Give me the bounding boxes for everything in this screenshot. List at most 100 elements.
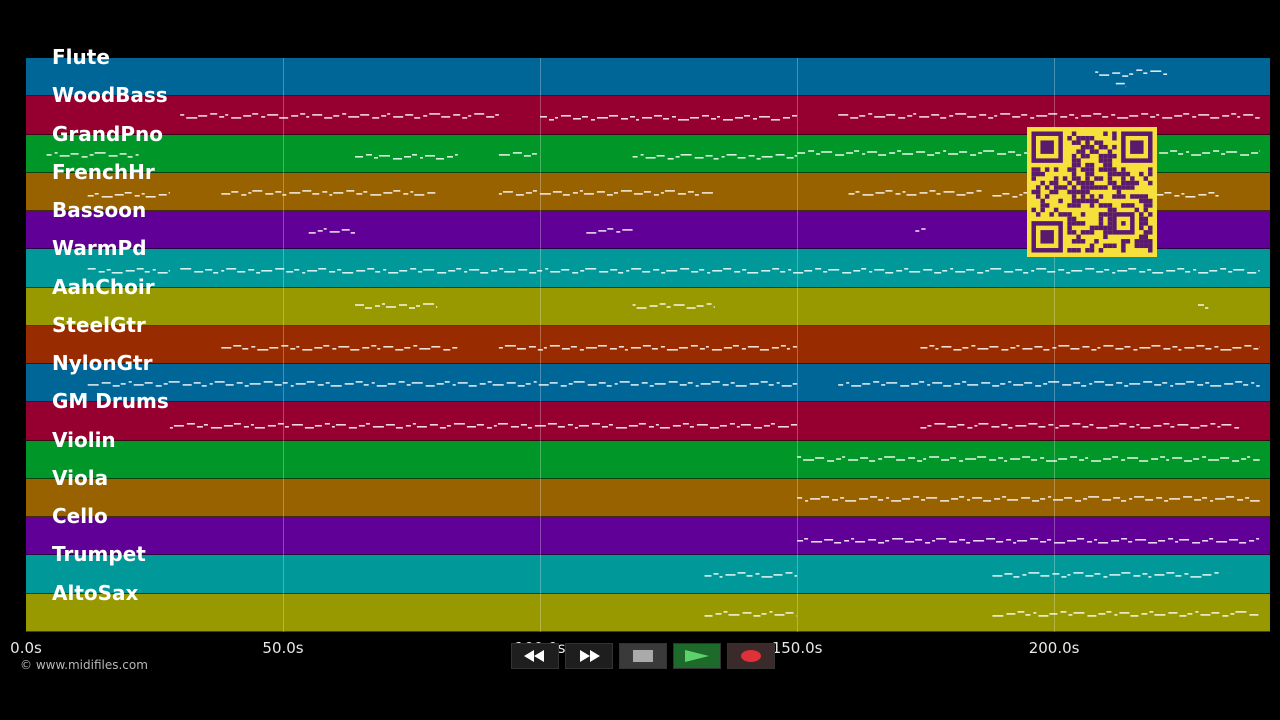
note (1168, 538, 1174, 540)
note (1129, 73, 1134, 75)
note (934, 423, 946, 425)
note (429, 424, 438, 426)
note (769, 610, 773, 613)
note (682, 423, 689, 425)
note-lane (1095, 69, 1168, 88)
note (821, 150, 833, 153)
note (393, 116, 404, 118)
track-row[interactable] (26, 440, 1270, 479)
note (988, 117, 994, 119)
note (1104, 269, 1110, 271)
note (1220, 348, 1232, 351)
note (1111, 114, 1116, 116)
note (1085, 456, 1089, 459)
note (642, 117, 652, 119)
note (1162, 117, 1173, 119)
note (610, 269, 618, 271)
note (932, 540, 936, 542)
note (614, 383, 618, 385)
note (395, 427, 403, 429)
rewind-button[interactable] (511, 643, 559, 669)
note (452, 384, 456, 386)
note (479, 383, 486, 385)
note (694, 156, 704, 159)
note (761, 612, 767, 615)
note (233, 423, 241, 425)
note (1067, 574, 1071, 577)
note (307, 270, 318, 272)
note (848, 458, 859, 461)
note (404, 346, 411, 349)
note (1109, 574, 1121, 577)
track-row[interactable] (26, 402, 1270, 441)
note (1205, 347, 1212, 350)
record-button[interactable] (727, 643, 775, 669)
note (1166, 572, 1175, 575)
note (840, 497, 845, 499)
play-button[interactable] (673, 643, 721, 669)
note (355, 303, 364, 306)
note (1010, 457, 1021, 460)
track-divider (26, 554, 1270, 556)
note (737, 156, 746, 159)
note (525, 383, 531, 385)
note (664, 189, 675, 192)
track-row[interactable] (26, 287, 1270, 326)
track-row[interactable] (26, 517, 1270, 556)
note (363, 384, 369, 386)
note (761, 270, 771, 272)
note (1259, 149, 1260, 152)
note (760, 381, 768, 383)
note (1038, 426, 1046, 428)
note (363, 190, 368, 193)
note (948, 152, 959, 155)
note (713, 573, 719, 576)
note (355, 381, 363, 383)
note (1073, 382, 1081, 384)
stop-button[interactable] (619, 643, 667, 669)
note (902, 152, 914, 155)
note (668, 381, 678, 383)
note (966, 269, 975, 271)
note (892, 538, 904, 540)
track-row[interactable] (26, 478, 1270, 518)
note (834, 542, 842, 544)
note (1209, 538, 1214, 540)
note (499, 268, 504, 270)
note (753, 614, 761, 617)
note (1116, 382, 1123, 384)
note (1216, 541, 1228, 543)
note (898, 117, 906, 119)
note (1024, 382, 1033, 384)
track-row[interactable] (26, 593, 1270, 632)
note (920, 346, 928, 349)
note (949, 115, 954, 117)
note (362, 346, 370, 349)
fast-forward-button[interactable] (565, 643, 613, 669)
note (441, 116, 451, 118)
note (375, 271, 381, 273)
note (512, 151, 522, 154)
note (398, 381, 405, 383)
track-row[interactable] (26, 364, 1270, 403)
note (169, 427, 173, 429)
note (1245, 497, 1250, 499)
note (1112, 72, 1121, 74)
note (1089, 424, 1094, 426)
note (1088, 496, 1100, 498)
track-label: GM Drums (52, 389, 169, 414)
track-row[interactable] (26, 555, 1270, 594)
note (915, 230, 920, 232)
track-row[interactable] (26, 58, 1270, 97)
track-divider (26, 592, 1270, 594)
note (1152, 272, 1164, 274)
track-row[interactable] (26, 325, 1270, 365)
note (1015, 425, 1027, 427)
track-label: AltoSax (52, 580, 139, 605)
note (1239, 542, 1247, 544)
note (815, 456, 825, 459)
note (578, 425, 589, 427)
note (1112, 272, 1116, 274)
note (1249, 613, 1259, 616)
note (290, 385, 294, 387)
